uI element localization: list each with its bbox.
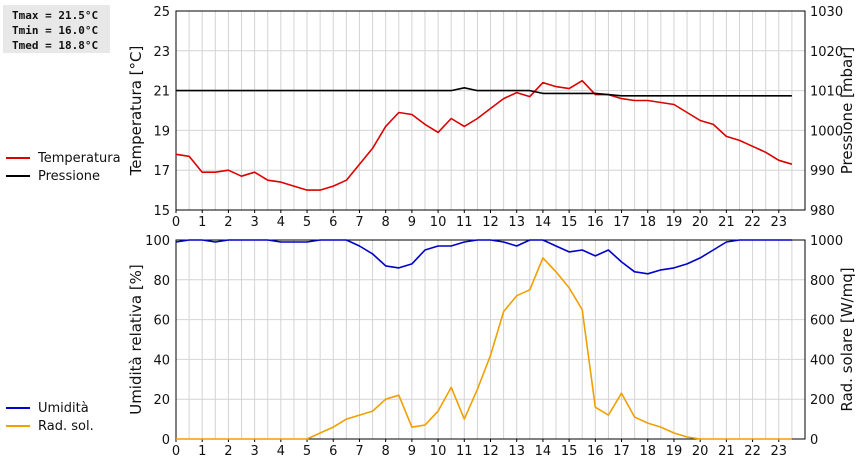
x-tick-label: 17 xyxy=(613,444,630,459)
x-tick-label: 15 xyxy=(561,444,578,459)
x-tick-label: 11 xyxy=(456,444,473,459)
x-tick-label: 13 xyxy=(508,444,525,459)
y-tick-label: 23 xyxy=(153,45,170,60)
y-tick-label: 60 xyxy=(153,314,170,329)
x-tick-label: 9 xyxy=(408,215,416,230)
x-tick-label: 19 xyxy=(666,215,683,230)
x-tick-label: 23 xyxy=(771,215,788,230)
y2-tick-label: 980 xyxy=(810,204,835,219)
y-tick-label: 40 xyxy=(153,353,170,368)
x-tick-label: 8 xyxy=(382,444,390,459)
x-tick-label: 14 xyxy=(535,444,552,459)
y-axis-label: Temperatura [°C] xyxy=(127,46,145,177)
series-line-umidit- xyxy=(175,239,792,275)
x-tick-label: 21 xyxy=(718,215,735,230)
y-tick-label: 100 xyxy=(145,234,170,249)
y2-tick-label: 1020 xyxy=(810,45,843,60)
y-tick-label: 17 xyxy=(153,164,170,179)
x-tick-label: 20 xyxy=(692,215,709,230)
x-tick-label: 19 xyxy=(666,444,683,459)
y-tick-label: 21 xyxy=(153,85,170,100)
x-tick-label: 12 xyxy=(482,444,499,459)
stats-box: Tmax = 21.5°C Tmin = 16.0°C Tmed = 18.8°… xyxy=(3,5,110,53)
x-tick-label: 10 xyxy=(430,215,447,230)
y2-tick-label: 1030 xyxy=(810,5,843,20)
series-line-pressione xyxy=(176,87,792,97)
y2-tick-label: 400 xyxy=(810,353,835,368)
x-tick-label: 18 xyxy=(639,444,656,459)
stat-tmin: Tmin = 16.0°C xyxy=(12,24,99,37)
x-tick-label: 4 xyxy=(277,215,285,230)
x-tick-label: 13 xyxy=(508,215,525,230)
stat-tmax: Tmax = 21.5°C xyxy=(12,9,99,22)
x-tick-label: 22 xyxy=(744,215,761,230)
y-tick-label: 15 xyxy=(153,204,170,219)
series-line-temperatura xyxy=(175,79,793,191)
x-tick-label: 7 xyxy=(355,444,363,459)
legend-label: Pressione xyxy=(38,169,100,184)
chart-panel-2: 0 1 2 3 4 5 6 7 8 9 10 11 12 13 14 15 16 17 18 19 20 21 22 2302… xyxy=(6,234,856,459)
y2-tick-label: 1000 xyxy=(810,124,843,139)
x-tick-label: 23 xyxy=(771,444,788,459)
x-tick-label: 15 xyxy=(561,215,578,230)
y2-tick-label: 800 xyxy=(810,274,835,289)
y2-tick-label: 1000 xyxy=(810,234,843,249)
x-tick-label: 16 xyxy=(587,444,604,459)
x-tick-label: 2 xyxy=(224,215,232,230)
y-tick-label: 20 xyxy=(153,393,170,408)
y-tick-label: 0 xyxy=(162,433,170,448)
y2-tick-label: 990 xyxy=(810,164,835,179)
y2-axis-label: Pressione [mbar] xyxy=(838,47,856,175)
y-tick-label: 80 xyxy=(153,274,170,289)
x-tick-label: 18 xyxy=(639,215,656,230)
x-tick-label: 3 xyxy=(250,215,258,230)
x-tick-label: 7 xyxy=(355,215,363,230)
x-tick-label: 5 xyxy=(303,215,311,230)
y-tick-label: 25 xyxy=(153,5,170,20)
x-tick-label: 6 xyxy=(329,215,337,230)
x-tick-label: 9 xyxy=(408,444,416,459)
x-tick-label: 17 xyxy=(613,215,630,230)
stat-tmed: Tmed = 18.8°C xyxy=(12,39,99,52)
legend-label: Rad. sol. xyxy=(38,419,94,434)
x-tick-label: 1 xyxy=(198,444,206,459)
x-tick-label: 21 xyxy=(718,444,735,459)
x-tick-label: 20 xyxy=(692,444,709,459)
y2-tick-label: 600 xyxy=(810,314,835,329)
x-tick-label: 1 xyxy=(198,215,206,230)
y2-tick-label: 0 xyxy=(810,433,818,448)
x-tick-label: 8 xyxy=(382,215,390,230)
legend-label: Umidità xyxy=(38,401,89,416)
y2-axis-label: Rad. solare [W/mq] xyxy=(838,267,856,411)
x-tick-label: 11 xyxy=(456,215,473,230)
x-tick-label: 10 xyxy=(430,444,447,459)
x-tick-label: 4 xyxy=(277,444,285,459)
x-tick-label: 16 xyxy=(587,215,604,230)
x-tick-label: 5 xyxy=(303,444,311,459)
y2-tick-label: 200 xyxy=(810,393,835,408)
legend-label: Temperatura xyxy=(37,151,121,166)
y2-tick-label: 1010 xyxy=(810,85,843,100)
chart-panel-1: 0 1 2 3 4 5 6 7 8 9 10 11 12 13 14 15 16 17 18 19 20 21 22 2315… xyxy=(6,5,856,230)
x-tick-label: 0 xyxy=(172,444,180,459)
x-tick-label: 6 xyxy=(329,444,337,459)
y-tick-label: 19 xyxy=(153,124,170,139)
x-tick-label: 22 xyxy=(744,444,761,459)
series-line-rad-sol- xyxy=(176,257,792,440)
x-tick-label: 2 xyxy=(224,444,232,459)
x-tick-label: 3 xyxy=(250,444,258,459)
x-tick-label: 12 xyxy=(482,215,499,230)
x-tick-label: 14 xyxy=(535,215,552,230)
y-axis-label: Umidità relativa [%] xyxy=(127,264,145,415)
x-tick-label: 0 xyxy=(172,215,180,230)
